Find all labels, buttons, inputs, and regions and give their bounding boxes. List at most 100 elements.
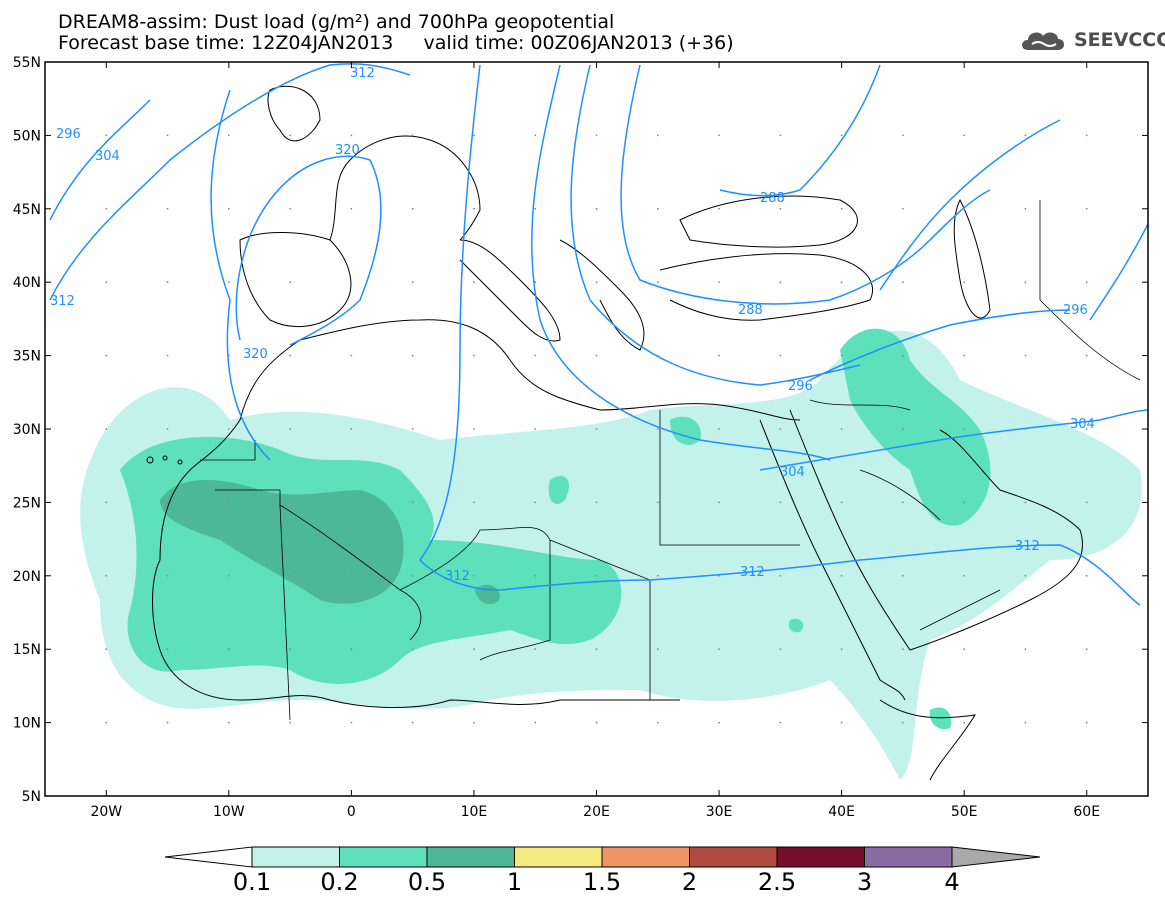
lat-label: 55N (13, 55, 41, 71)
contour-label: 312 (350, 66, 375, 81)
grid-dot (656, 501, 659, 504)
grid-dot (227, 574, 230, 577)
grid-dot (105, 354, 108, 357)
contour-line (49, 63, 411, 301)
logo-text: SEEVCCC (1074, 29, 1165, 51)
grid-dot (718, 721, 720, 724)
grid-dot (473, 354, 475, 357)
colorbar-upper-triangle (951, 846, 1041, 868)
grid-dot (411, 648, 414, 651)
map-subtitle: Forecast base time: 12Z04JAN2013 valid t… (58, 32, 734, 54)
grid-dot (779, 501, 782, 504)
contour-line (235, 155, 382, 346)
grid-dot (656, 428, 659, 430)
grid-dot (718, 354, 720, 357)
contour-label: 312 (445, 569, 470, 584)
grid-dot (718, 428, 720, 430)
grid-dot (901, 281, 904, 284)
colorbar-segments (164, 846, 1041, 868)
grid-dot (1024, 648, 1027, 651)
grid-dot (289, 281, 292, 284)
grid-dot (534, 501, 537, 504)
grid-dot (779, 428, 782, 430)
dust-area-dark (160, 480, 500, 605)
grid-dot (473, 574, 475, 577)
lon-label: 20E (583, 804, 610, 820)
dust-area-medium (120, 328, 991, 730)
grid-dot (1024, 721, 1027, 724)
grid-dot (779, 281, 782, 284)
grid-dot (840, 281, 843, 284)
grid-dot (963, 134, 966, 137)
lon-label: 20W (90, 804, 122, 820)
grid-dot (901, 428, 904, 430)
grid-dot (840, 574, 843, 577)
grid-dot (1024, 134, 1027, 137)
grid-dot (595, 574, 598, 577)
contour-line (719, 64, 881, 197)
contour-label: 296 (56, 127, 81, 142)
contour-line (419, 64, 1141, 606)
grid-dot (1085, 428, 1088, 430)
grid-dot (963, 721, 966, 724)
grid-dot (473, 428, 475, 430)
grid-dot (718, 281, 720, 284)
contour-label: 304 (95, 149, 120, 164)
grid-dot (779, 134, 782, 137)
colorbar-label: 3 (856, 868, 873, 896)
lat-label: 50N (13, 128, 41, 144)
contour-line (1089, 222, 1148, 321)
grid-dot (1085, 207, 1088, 210)
grid-dots (105, 134, 1088, 724)
grid-dot (411, 207, 414, 210)
contour-line (879, 119, 1061, 291)
colorbar-label: 4 (944, 868, 960, 896)
grid-dot (779, 207, 782, 210)
grid-dot (901, 207, 904, 210)
grid-dot (166, 721, 169, 724)
grid-dot (350, 428, 353, 430)
grid-dot (1085, 721, 1088, 724)
grid-dot (350, 281, 353, 284)
grid-dot (350, 501, 353, 504)
grid-dot (227, 354, 230, 357)
grid-dot (779, 354, 782, 357)
grid-dot (227, 501, 230, 504)
grid-dot (595, 721, 598, 724)
grid-dot (595, 281, 598, 284)
grid-dot (1024, 428, 1027, 430)
grid-dot (411, 428, 414, 430)
grid-dot (227, 721, 230, 724)
grid-dot (656, 281, 659, 284)
colorbar-segment (339, 846, 428, 868)
grid-dot (105, 134, 108, 137)
contour-line (530, 64, 831, 461)
grid-dot (105, 281, 108, 284)
grid-dot (534, 281, 537, 284)
grid-dot (105, 207, 108, 210)
grid-dot (105, 501, 108, 504)
grid-dot (473, 501, 475, 504)
grid-dot (1085, 281, 1088, 284)
grid-dot (289, 648, 292, 651)
grid-dot (1024, 207, 1027, 210)
grid-dot (289, 354, 292, 357)
grid-dot (411, 134, 414, 137)
grid-dot (963, 501, 966, 504)
grid-dot (350, 574, 353, 577)
latitude-labels: 55N 50N 45N 40N 35N 30N 25N 20N 15N 10N 5N (13, 55, 41, 805)
grid-dot (411, 354, 414, 357)
grid-dot (840, 721, 843, 724)
contour-line (809, 309, 1071, 381)
colorbar-segment (689, 846, 778, 868)
grid-dot (840, 354, 843, 357)
grid-dot (1085, 354, 1088, 357)
grid-dot (350, 721, 353, 724)
grid-dot (718, 134, 720, 137)
geopotential-contours (49, 63, 1148, 606)
grid-dot (350, 354, 353, 357)
grid-dot (534, 134, 537, 137)
colorbar-label: 2.5 (757, 868, 797, 896)
contour-line (570, 64, 861, 386)
